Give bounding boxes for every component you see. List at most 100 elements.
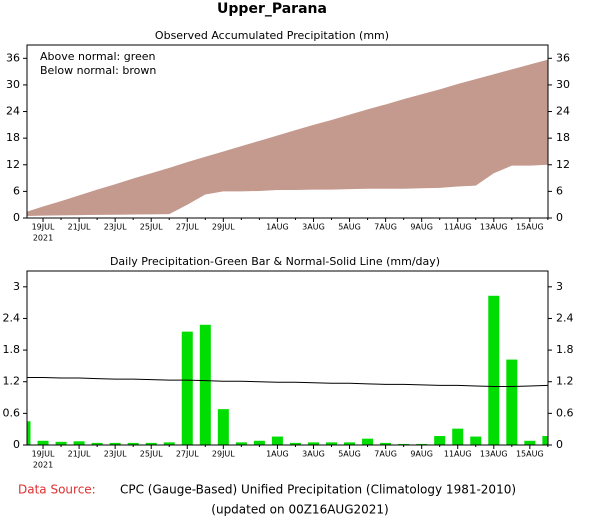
year-label: 2021 bbox=[33, 461, 53, 470]
x-tick-label: 1AUG bbox=[266, 450, 289, 459]
y-tick-label: 1.8 bbox=[3, 343, 21, 356]
bar bbox=[398, 443, 410, 445]
y-tick-label: 6 bbox=[556, 184, 563, 197]
x-tick-label: 15AUG bbox=[516, 223, 544, 232]
x-tick-label: 7AUG bbox=[374, 450, 397, 459]
source: CPC (Gauge-Based) Unified Precipitation … bbox=[120, 483, 516, 497]
bar bbox=[109, 442, 121, 445]
plot-area bbox=[27, 295, 548, 445]
y-tick-label: 3 bbox=[556, 280, 563, 293]
x-tick-label: 25JUL bbox=[140, 223, 163, 232]
bar bbox=[55, 441, 67, 445]
bar bbox=[416, 443, 428, 445]
bar bbox=[506, 359, 518, 445]
x-tick-label: 1AUG bbox=[266, 223, 289, 232]
normal-line bbox=[27, 377, 548, 387]
y-tick-label: 0 bbox=[556, 438, 563, 451]
bar bbox=[289, 442, 301, 445]
y-tick-label: 24 bbox=[6, 105, 20, 118]
bar bbox=[452, 428, 464, 445]
x-tick-label: 5AUG bbox=[338, 223, 361, 232]
y-tick-label: 0 bbox=[556, 211, 563, 224]
y-tick-label: 36 bbox=[6, 51, 20, 64]
year-label: 2021 bbox=[33, 234, 53, 243]
y-tick-label: 18 bbox=[556, 131, 570, 144]
bar bbox=[37, 440, 49, 445]
source-label: Data Source: bbox=[18, 483, 96, 497]
x-tick-label: 19JUL bbox=[32, 450, 55, 459]
below-normal-area bbox=[27, 59, 548, 216]
x-tick-label: 7AUG bbox=[374, 223, 397, 232]
plot-frame bbox=[26, 44, 549, 219]
x-tick-label: 21JUL bbox=[68, 450, 91, 459]
y-tick-label: 0 bbox=[13, 211, 20, 224]
x-tick-label: 5AUG bbox=[338, 450, 361, 459]
bar bbox=[27, 421, 31, 445]
x-tick-label: 3AUG bbox=[302, 223, 325, 232]
bar bbox=[253, 440, 265, 445]
bar bbox=[235, 442, 247, 445]
y-tick-label: 30 bbox=[6, 78, 20, 91]
bar bbox=[542, 436, 548, 445]
x-tick-label: 23JUL bbox=[104, 223, 127, 232]
bar bbox=[326, 442, 338, 445]
x-tick-label: 15AUG bbox=[516, 450, 544, 459]
plot-area bbox=[27, 59, 548, 216]
plot-frame bbox=[26, 270, 549, 446]
subtitle: Observed Accumulated Precipitation (mm) bbox=[155, 29, 389, 42]
x-tick-label: 9AUG bbox=[410, 450, 433, 459]
y-tick-label: 36 bbox=[556, 51, 570, 64]
y-tick-label: 30 bbox=[556, 78, 570, 91]
y-tick-label: 24 bbox=[556, 105, 570, 118]
x-tick-label: 11AUG bbox=[444, 450, 472, 459]
x-tick-label: 19JUL bbox=[32, 223, 55, 232]
bar bbox=[199, 324, 211, 445]
x-tick-label: 11AUG bbox=[444, 223, 472, 232]
y-tick-label: 2.4 bbox=[556, 311, 574, 324]
subtitle: Daily Precipitation-Green Bar & Normal-S… bbox=[110, 255, 440, 268]
x-tick-label: 23JUL bbox=[104, 450, 127, 459]
bar bbox=[271, 436, 283, 445]
x-tick-label: 21JUL bbox=[68, 223, 91, 232]
y-tick-label: 0.6 bbox=[3, 406, 21, 419]
chart-title: Upper_Parana bbox=[217, 1, 327, 17]
x-tick-label: 25JUL bbox=[140, 450, 163, 459]
x-tick-label: 27JUL bbox=[176, 450, 199, 459]
y-tick-label: 1.2 bbox=[3, 375, 21, 388]
y-tick-label: 2.4 bbox=[3, 311, 21, 324]
bar bbox=[163, 442, 175, 445]
x-tick-label: 29JUL bbox=[212, 223, 235, 232]
bar bbox=[73, 441, 85, 445]
y-tick-label: 12 bbox=[556, 158, 570, 171]
x-tick-label: 9AUG bbox=[410, 223, 433, 232]
bar bbox=[524, 440, 536, 445]
bar bbox=[362, 438, 374, 445]
y-tick-label: 1.2 bbox=[556, 375, 574, 388]
bar bbox=[344, 442, 356, 445]
bar bbox=[380, 442, 392, 445]
bar bbox=[434, 436, 446, 445]
bar bbox=[91, 442, 103, 445]
y-tick-label: 0 bbox=[13, 438, 20, 451]
bar bbox=[217, 409, 229, 445]
bar bbox=[470, 436, 482, 445]
annotation: Above normal: green bbox=[40, 50, 156, 63]
bar bbox=[307, 442, 319, 445]
x-tick-label: 27JUL bbox=[176, 223, 199, 232]
bar bbox=[181, 331, 193, 445]
bar bbox=[145, 442, 157, 445]
y-tick-label: 3 bbox=[13, 280, 20, 293]
y-tick-label: 12 bbox=[6, 158, 20, 171]
x-tick-label: 3AUG bbox=[302, 450, 325, 459]
y-tick-label: 6 bbox=[13, 184, 20, 197]
y-tick-label: 18 bbox=[6, 131, 20, 144]
bar bbox=[127, 442, 139, 445]
x-tick-label: 13AUG bbox=[480, 450, 508, 459]
updated: (updated on 00Z16AUG2021) bbox=[211, 503, 388, 517]
x-tick-label: 29JUL bbox=[212, 450, 235, 459]
annotation: Below normal: brown bbox=[40, 64, 156, 77]
y-tick-label: 0.6 bbox=[556, 406, 574, 419]
bar bbox=[488, 295, 500, 445]
y-tick-label: 1.8 bbox=[556, 343, 574, 356]
